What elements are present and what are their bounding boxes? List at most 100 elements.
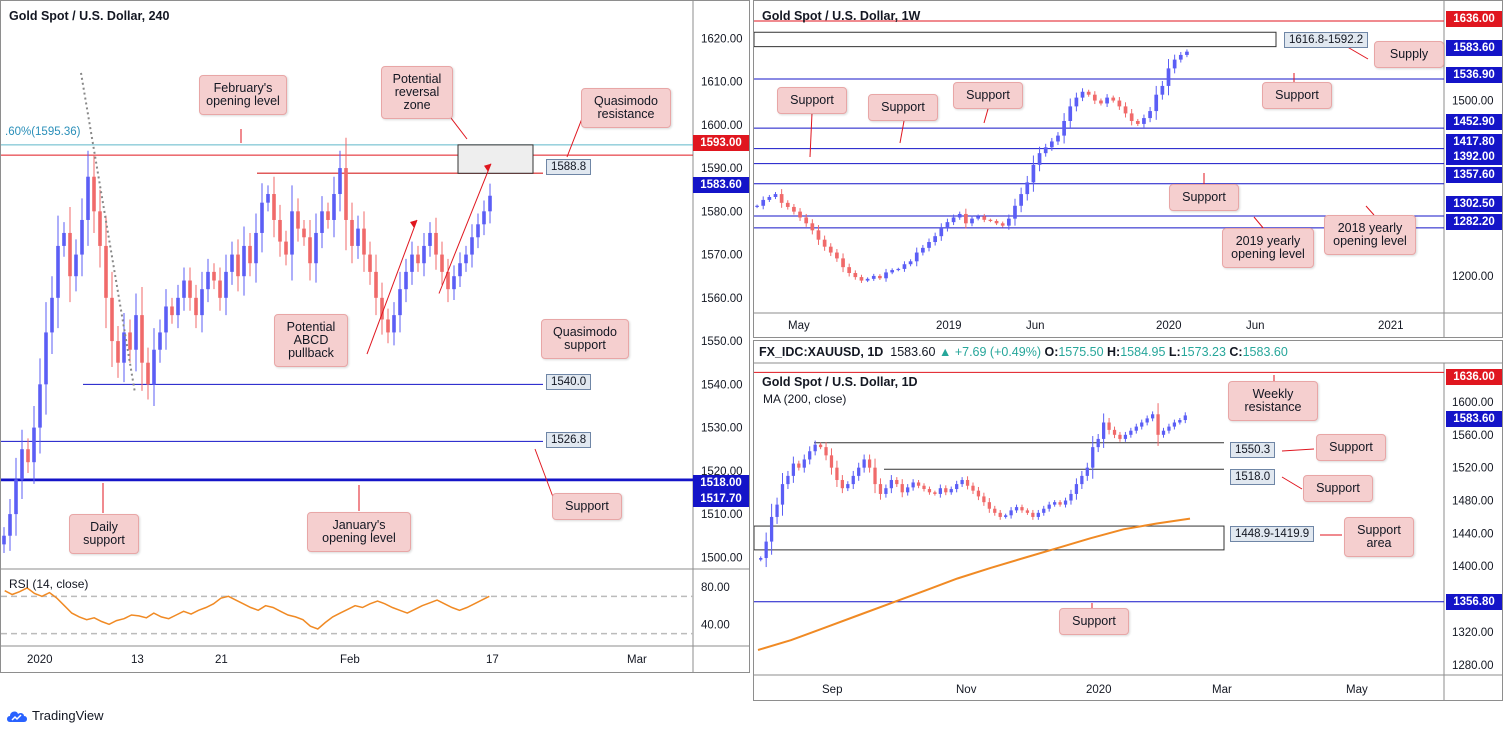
open-label: O: — [1044, 345, 1059, 359]
weekly-candle — [994, 220, 999, 224]
daily-chart-panel[interactable]: 1600.00 1560.00 1520.00 1480.00 1440.00 1400.… — [753, 340, 1503, 701]
rsi-tick-label: 80.00 — [701, 582, 730, 594]
daily-candle — [775, 504, 779, 517]
reversal-zone-box — [457, 144, 534, 174]
daily-candle — [1069, 493, 1073, 501]
weekly-candle — [755, 205, 759, 207]
daily-candle — [1085, 467, 1089, 476]
y-tick-label: 1200.00 — [1452, 271, 1494, 283]
daily-candle — [1178, 420, 1182, 423]
weekly-candle — [810, 223, 815, 231]
h4-candle — [182, 280, 186, 298]
h4-chart-canvas[interactable]: 1620.00 1610.00 1600.00 1590.00 1580.00 1570.… — [1, 1, 749, 672]
weekly-chart-canvas[interactable]: 1500.00 1200.00 May 2019 Jun 2020 Jun 2021 — [754, 1, 1502, 337]
daily-candle — [867, 459, 872, 468]
daily-candle — [878, 484, 883, 494]
weekly-candle — [1166, 68, 1171, 86]
h4-candle — [374, 271, 378, 298]
weekly-candle — [1123, 106, 1128, 114]
h4-candle — [8, 514, 12, 536]
h4-candle — [296, 211, 300, 229]
h4-chart-panel[interactable]: 1620.00 1610.00 1600.00 1590.00 1580.00 1570.… — [0, 0, 750, 673]
daily-candle — [759, 558, 763, 560]
daily-candle — [1183, 415, 1187, 421]
h4-candle — [326, 211, 330, 220]
h4-candle — [308, 237, 312, 264]
y-tick-label: 1550.00 — [701, 336, 743, 348]
daily-candle — [1091, 447, 1095, 468]
x-tick-label: Nov — [956, 684, 977, 696]
weekly-candle — [1068, 106, 1073, 121]
callout-support-h4: Support — [552, 493, 622, 520]
daily-candle — [780, 484, 785, 505]
weekly-candle — [896, 268, 901, 271]
rsi-line — [4, 587, 490, 630]
daily-candle — [824, 447, 828, 456]
level-label-1518: 1518.0 — [1230, 469, 1276, 485]
daily-candle — [1020, 507, 1024, 511]
y-tick-label: 1400.00 — [1452, 561, 1494, 573]
h4-candle — [344, 168, 348, 220]
h4-candle — [386, 319, 390, 333]
pointer-2019 — [1253, 216, 1265, 230]
daily-candle — [960, 479, 964, 485]
weekly-candle — [1056, 135, 1060, 142]
weekly-candle — [945, 222, 950, 228]
pointer-2018 — [1365, 205, 1375, 216]
x-tick-label: Mar — [1212, 684, 1232, 696]
level-label-1540: 1540.0 — [546, 374, 592, 390]
weekly-candle — [847, 267, 852, 273]
weekly-candle — [785, 202, 790, 207]
tradingview-logo[interactable]: TradingView — [6, 708, 104, 723]
tag-w-1282: 1282.20 — [1446, 214, 1502, 230]
weekly-candle — [1117, 100, 1122, 107]
h4-candle — [248, 245, 252, 264]
daily-candle — [965, 479, 970, 486]
weekly-candle — [927, 242, 931, 248]
h4-candle — [104, 245, 108, 298]
h4-candle — [50, 297, 54, 333]
weekly-candle — [1025, 182, 1030, 195]
h4-candle — [290, 211, 294, 255]
y-tick-label: 1480.00 — [1452, 496, 1494, 508]
weekly-candle — [970, 218, 974, 224]
h4-candle — [476, 224, 480, 238]
h4-candle — [398, 289, 402, 316]
weekly-candle — [1154, 94, 1159, 112]
ma200-line — [757, 517, 1191, 651]
level-label-supply: 1616.8-1592.2 — [1284, 32, 1369, 48]
weekly-candle — [878, 275, 882, 279]
weekly-chart-panel[interactable]: 1500.00 1200.00 May 2019 Jun 2020 Jun 2021 Gold… — [753, 0, 1503, 338]
h4-candle — [188, 280, 192, 298]
weekly-candle — [1074, 97, 1079, 107]
cloud-icon — [7, 711, 27, 722]
h4-candle — [176, 297, 180, 316]
weekly-candle — [859, 277, 864, 281]
daily-candle — [1167, 426, 1171, 431]
daily-candle — [873, 467, 877, 485]
callout-weekly-resistance: Weekly resistance — [1228, 381, 1318, 421]
daily-candle — [1118, 434, 1122, 439]
h4-candle — [272, 194, 276, 220]
daily-chart-title: Gold Spot / U.S. Dollar, 1D — [762, 375, 918, 389]
weekly-candle — [1185, 51, 1189, 55]
h4-candle — [314, 232, 318, 264]
supply-zone-box — [754, 31, 1277, 48]
weekly-candle — [902, 264, 907, 269]
fib-level-label: .60%(1595.36) — [5, 126, 81, 138]
daily-candle — [987, 502, 991, 509]
daily-candle — [1145, 418, 1149, 423]
h4-candle — [284, 241, 288, 255]
daily-candle — [808, 451, 812, 460]
h4-candle — [332, 194, 336, 220]
weekly-candle — [1086, 91, 1091, 95]
h4-candle — [128, 332, 132, 350]
h4-candle — [440, 254, 444, 272]
tag-w-1302: 1302.50 — [1446, 196, 1502, 212]
callout-d-support-1: Support — [1316, 434, 1386, 461]
h4-candle — [266, 194, 270, 203]
h4-candle — [446, 271, 450, 290]
close-value: 1583.60 — [1242, 345, 1288, 359]
x-tick-label: May — [788, 320, 810, 332]
daily-candle — [857, 467, 861, 476]
